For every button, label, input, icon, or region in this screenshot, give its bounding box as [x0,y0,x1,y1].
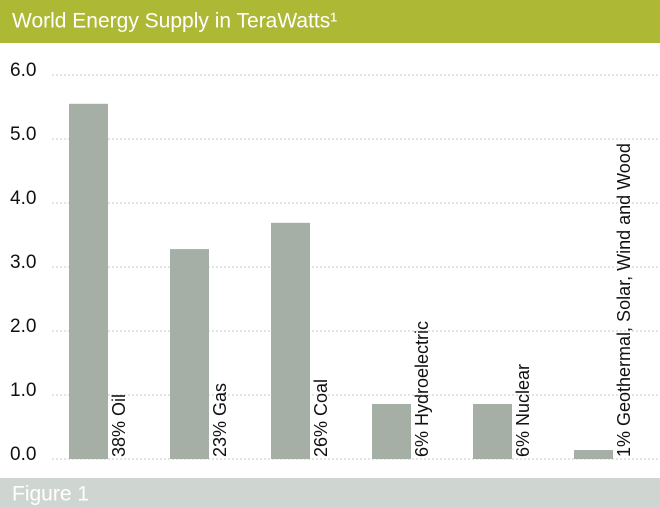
bar [170,249,209,459]
category-label: 26% Coal [311,379,331,457]
bar [271,222,310,459]
y-tick-label: 0.0 [10,444,36,465]
bar [69,103,108,460]
y-tick-label: 1.0 [10,380,36,401]
figure-label: Figure 1 [12,483,89,506]
y-tick-label: 6.0 [10,60,36,81]
y-tick-label: 2.0 [10,316,36,337]
bar [574,450,613,459]
chart-title: World Energy Supply in TeraWatts¹ [12,10,337,33]
category-label: 1% Geothermal, Solar, Wind and Wood [614,143,634,457]
bar [473,403,512,459]
y-tick-label: 3.0 [10,252,36,273]
category-label: 38% Oil [109,394,129,457]
category-label: 6% Nuclear [513,364,533,457]
category-label: 23% Gas [210,383,230,457]
header-bar [0,0,660,43]
y-tick-label: 5.0 [10,124,36,145]
y-tick-label: 4.0 [10,188,36,209]
category-label: 6% Hydroelectric [412,321,432,457]
bar [372,403,411,459]
footer-bar [0,478,660,507]
